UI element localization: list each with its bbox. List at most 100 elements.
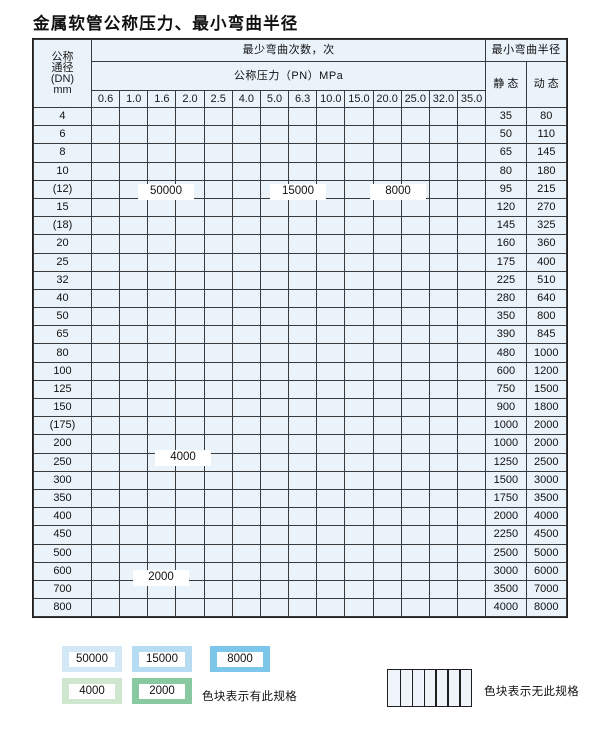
- row-static-radius: 600: [485, 361, 527, 381]
- header-pressure-col-5: 4.0: [231, 90, 261, 108]
- table-row: 25 175 400: [33, 252, 568, 272]
- cell-18-10.0: [316, 216, 346, 236]
- cell-65-1.6: [147, 325, 177, 345]
- row-label-dn: 125: [33, 379, 92, 400]
- cell-80-0.6: [90, 343, 121, 363]
- header-pressure-col-4: 2.5: [203, 90, 233, 108]
- cell-50-32.0: [428, 307, 459, 327]
- row-dynamic-radius: 845: [525, 325, 568, 345]
- cell-25-2.5: [203, 252, 233, 272]
- table-row: 15 120 270: [33, 197, 568, 218]
- row-static-radius: 2000: [485, 507, 527, 527]
- cell-80-4.0: [231, 343, 261, 363]
- row-dynamic-radius: 325: [525, 216, 568, 236]
- cell-32-15.0: [344, 270, 374, 290]
- cell-25-6.3: [288, 252, 318, 272]
- cell-80-5.0: [259, 343, 290, 363]
- row-label-dn: 250: [33, 452, 92, 472]
- cell-300-6.3: [288, 470, 318, 490]
- table-row: 400 2000 4000: [33, 507, 568, 527]
- row-dynamic-radius: 270: [525, 197, 568, 218]
- cell-15-2.0: [175, 197, 205, 218]
- cell-125-32.0: [428, 379, 459, 400]
- cell-150-6.3: [288, 397, 318, 418]
- cell-600-32.0: [428, 561, 459, 581]
- cell-400-6.3: [288, 507, 318, 527]
- cell-4-15.0: [344, 106, 374, 127]
- cell-8-15.0: [344, 143, 374, 163]
- cell-100-32.0: [428, 361, 459, 381]
- cell-175-1.6: [147, 416, 177, 436]
- cell-50-5.0: [259, 307, 290, 327]
- cell-32-32.0: [428, 270, 459, 290]
- cell-15-10.0: [316, 197, 346, 218]
- cell-40-25.0: [400, 288, 430, 309]
- row-dynamic-radius: 110: [525, 125, 568, 145]
- cell-400-4.0: [231, 507, 261, 527]
- cell-300-4.0: [231, 470, 261, 490]
- cell-250-20.0: [372, 452, 402, 472]
- spec-table-wrapper: 公称 通径 (DN) mm 最少弯曲次数，次 最小弯曲半径 公称压力（PN）MPa 静 态动 …: [32, 38, 568, 619]
- cell-15-6.3: [288, 197, 318, 218]
- cell-350-35.0: [457, 488, 487, 509]
- cell-350-10.0: [316, 488, 346, 509]
- row-label-dn: 50: [33, 307, 92, 327]
- table-row: 4 35 80: [33, 106, 568, 127]
- cell-4-1.6: [147, 106, 177, 127]
- cell-500-5.0: [259, 543, 290, 563]
- value-chip-8000: 8000: [370, 184, 426, 200]
- cell-250-32.0: [428, 452, 459, 472]
- row-static-radius: 1500: [485, 470, 527, 490]
- legend-swatch-label: 4000: [69, 683, 115, 699]
- cell-18-20.0: [372, 216, 402, 236]
- cell-50-2.5: [203, 307, 233, 327]
- cell-20-32.0: [428, 234, 459, 254]
- cell-65-25.0: [400, 325, 430, 345]
- cell-350-0.6: [90, 488, 121, 509]
- cell-25-2.0: [175, 252, 205, 272]
- table-row: 250 1250 2500: [33, 452, 568, 472]
- cell-10-1.0: [119, 161, 149, 181]
- row-static-radius: 1000: [485, 416, 527, 436]
- row-static-radius: 160: [485, 234, 527, 254]
- cell-6-5.0: [259, 125, 290, 145]
- cell-40-20.0: [372, 288, 402, 309]
- cell-200-2.0: [175, 434, 205, 454]
- cell-150-1.0: [119, 397, 149, 418]
- table-row: 200 1000 2000: [33, 434, 568, 454]
- cell-800-4.0: [231, 598, 261, 618]
- cell-250-15.0: [344, 452, 374, 472]
- cell-125-4.0: [231, 379, 261, 400]
- cell-200-35.0: [457, 434, 487, 454]
- table-row: 50 350 800: [33, 307, 568, 327]
- cell-200-32.0: [428, 434, 459, 454]
- row-label-dn: 4: [33, 106, 92, 127]
- cell-4-4.0: [231, 106, 261, 127]
- cell-20-0.6: [90, 234, 121, 254]
- legend: 50000 15000 8000 4000 2000 色块表示有此规格 色块表示无此规格: [32, 643, 579, 733]
- cell-450-4.0: [231, 525, 261, 545]
- cell-10-32.0: [428, 161, 459, 181]
- cell-400-2.5: [203, 507, 233, 527]
- cell-20-20.0: [372, 234, 402, 254]
- cell-450-5.0: [259, 525, 290, 545]
- cell-450-2.0: [175, 525, 205, 545]
- cell-250-35.0: [457, 452, 487, 472]
- table-row: 100 600 1200: [33, 361, 568, 381]
- cell-18-15.0: [344, 216, 374, 236]
- cell-150-32.0: [428, 397, 459, 418]
- cell-200-1.0: [119, 434, 149, 454]
- row-dynamic-radius: 1500: [525, 379, 568, 400]
- cell-600-4.0: [231, 561, 261, 581]
- cell-8-32.0: [428, 143, 459, 163]
- cell-300-35.0: [457, 470, 487, 490]
- row-static-radius: 35: [485, 106, 527, 127]
- cell-450-20.0: [372, 525, 402, 545]
- spec-table: 公称 通径 (DN) mm 最少弯曲次数，次 最小弯曲半径 公称压力（PN）MPa 静 态动 …: [33, 39, 568, 618]
- cell-150-2.5: [203, 397, 233, 418]
- cell-300-25.0: [400, 470, 430, 490]
- cell-400-0.6: [90, 507, 121, 527]
- cell-10-2.0: [175, 161, 205, 181]
- row-static-radius: 390: [485, 325, 527, 345]
- cell-200-25.0: [400, 434, 430, 454]
